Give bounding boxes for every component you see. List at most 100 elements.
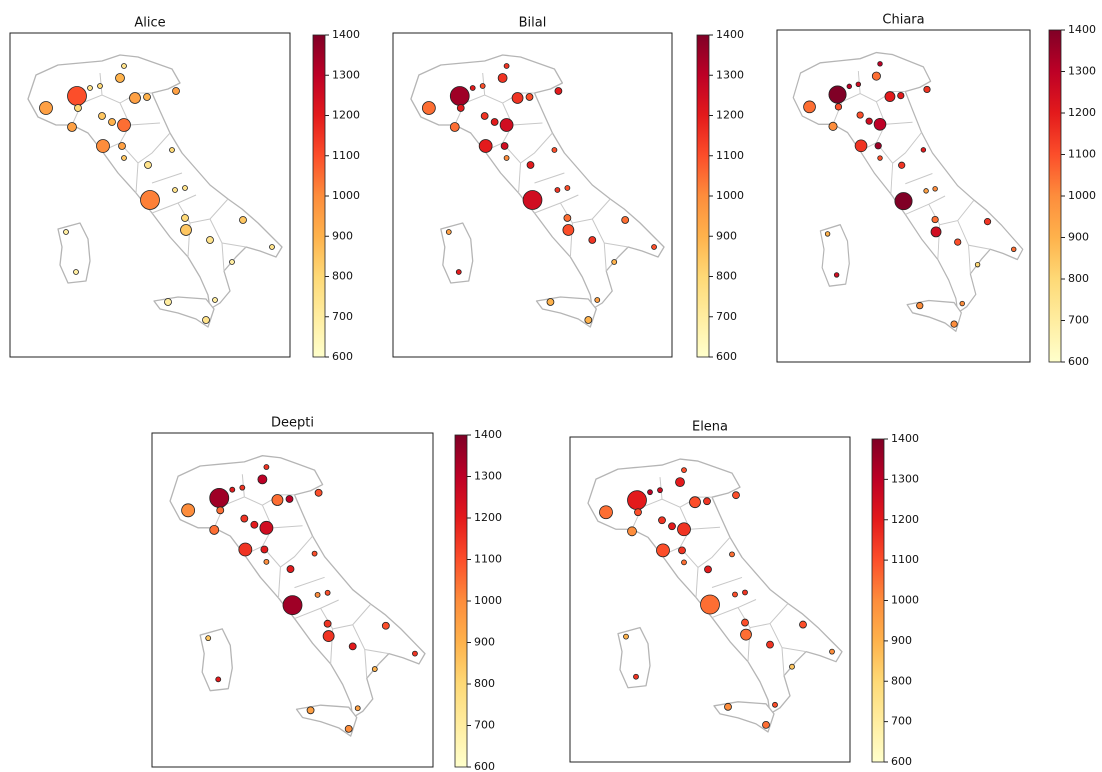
city-marker bbox=[269, 244, 275, 250]
colorbar-tick-label: 1400 bbox=[332, 28, 360, 41]
colorbar bbox=[454, 434, 468, 768]
city-marker bbox=[611, 259, 618, 265]
city-marker bbox=[828, 121, 838, 131]
city-marker bbox=[503, 155, 510, 161]
city-marker bbox=[108, 118, 116, 126]
city-marker bbox=[285, 495, 294, 503]
city-marker bbox=[311, 550, 318, 557]
city-marker bbox=[732, 491, 740, 500]
city-marker bbox=[874, 142, 882, 150]
panel-title: Deepti bbox=[271, 416, 314, 431]
city-marker bbox=[803, 100, 816, 114]
city-marker bbox=[704, 565, 712, 574]
city-marker bbox=[846, 83, 852, 90]
city-marker bbox=[73, 269, 79, 275]
city-marker bbox=[348, 642, 357, 651]
city-marker bbox=[932, 186, 938, 192]
city-marker bbox=[490, 118, 499, 126]
city-marker bbox=[651, 244, 657, 250]
city-marker bbox=[724, 702, 732, 711]
city-marker bbox=[182, 185, 188, 191]
colorbar-tick-label: 600 bbox=[474, 760, 495, 772]
colorbar bbox=[696, 34, 710, 358]
city-marker bbox=[449, 122, 460, 132]
colorbar-tick-label: 900 bbox=[716, 229, 737, 242]
city-marker bbox=[421, 101, 436, 115]
city-marker bbox=[689, 496, 701, 509]
city-marker bbox=[263, 558, 270, 565]
city-marker bbox=[829, 648, 835, 655]
city-marker bbox=[257, 474, 268, 485]
city-marker bbox=[916, 302, 924, 310]
city-marker bbox=[354, 705, 361, 712]
city-marker bbox=[681, 467, 687, 474]
city-marker bbox=[144, 161, 152, 169]
colorbar-tick-label: 1000 bbox=[332, 189, 360, 202]
city-marker bbox=[799, 620, 807, 629]
colorbar-tick-label: 600 bbox=[716, 350, 737, 363]
panel-title: Chiara bbox=[882, 13, 924, 28]
city-marker bbox=[740, 628, 752, 641]
city-marker bbox=[772, 701, 778, 708]
city-marker bbox=[469, 85, 476, 91]
city-marker bbox=[67, 122, 77, 132]
colorbar-tick-label: 900 bbox=[891, 634, 912, 647]
city-marker bbox=[115, 73, 125, 83]
city-marker bbox=[169, 147, 175, 153]
city-marker bbox=[634, 508, 642, 517]
city-marker bbox=[1011, 246, 1017, 252]
city-marker bbox=[627, 490, 647, 511]
city-marker bbox=[920, 147, 927, 153]
city-marker bbox=[229, 259, 235, 265]
city-marker bbox=[323, 619, 332, 628]
colorbar-tick-label: 800 bbox=[716, 270, 737, 283]
colorbar-tick-label: 900 bbox=[332, 229, 353, 242]
colorbar-tick-label: 800 bbox=[1068, 272, 1089, 285]
city-marker bbox=[766, 640, 774, 649]
city-marker bbox=[621, 216, 630, 224]
city-marker bbox=[681, 559, 687, 566]
city-marker bbox=[314, 591, 321, 598]
city-marker bbox=[897, 91, 905, 100]
colorbar bbox=[312, 34, 326, 358]
city-marker bbox=[286, 565, 295, 573]
colorbar-tick-label: 800 bbox=[332, 270, 353, 283]
city-marker bbox=[499, 118, 514, 132]
city-marker bbox=[564, 185, 571, 191]
city-marker bbox=[164, 298, 172, 306]
city-marker bbox=[658, 516, 666, 525]
colorbar-tick-label: 1200 bbox=[474, 511, 502, 524]
city-marker bbox=[381, 621, 390, 630]
colorbar-tick-label: 1100 bbox=[716, 149, 744, 162]
city-marker bbox=[412, 650, 418, 657]
city-marker bbox=[865, 117, 873, 125]
colorbar-tick-label: 1100 bbox=[1068, 148, 1096, 161]
colorbar-tick-label: 1200 bbox=[716, 109, 744, 122]
city-marker bbox=[500, 142, 509, 150]
colorbar-tick-label: 700 bbox=[891, 715, 912, 728]
city-marker bbox=[668, 522, 676, 531]
city-marker bbox=[140, 190, 160, 210]
city-marker bbox=[206, 236, 214, 244]
city-marker bbox=[627, 526, 637, 537]
colorbar bbox=[871, 438, 885, 763]
city-marker bbox=[675, 477, 685, 488]
colorbar-tick-label: 1300 bbox=[474, 470, 502, 483]
city-marker bbox=[677, 522, 691, 537]
city-marker bbox=[263, 464, 270, 470]
colorbar-tick-label: 1300 bbox=[891, 472, 919, 485]
colorbar-tick-label: 900 bbox=[474, 636, 495, 649]
map-panel: Bilal 600 700 800 900 1000 1100 1200 1300 1400 bbox=[392, 16, 744, 363]
city-marker bbox=[657, 487, 663, 494]
colorbar-tick-label: 1400 bbox=[891, 432, 919, 445]
city-marker bbox=[344, 724, 353, 733]
map-panel: Alice 600 700 800 900 1000 1100 1200 1300 1400 bbox=[9, 16, 360, 363]
city-marker bbox=[87, 85, 93, 91]
colorbar-tick-label: 1400 bbox=[1068, 23, 1096, 36]
city-marker bbox=[117, 118, 131, 132]
city-marker bbox=[209, 524, 220, 535]
colorbar-tick-label: 1000 bbox=[716, 189, 744, 202]
city-marker bbox=[239, 216, 247, 224]
city-marker bbox=[282, 595, 303, 616]
colorbar-tick-label: 1100 bbox=[474, 553, 502, 566]
